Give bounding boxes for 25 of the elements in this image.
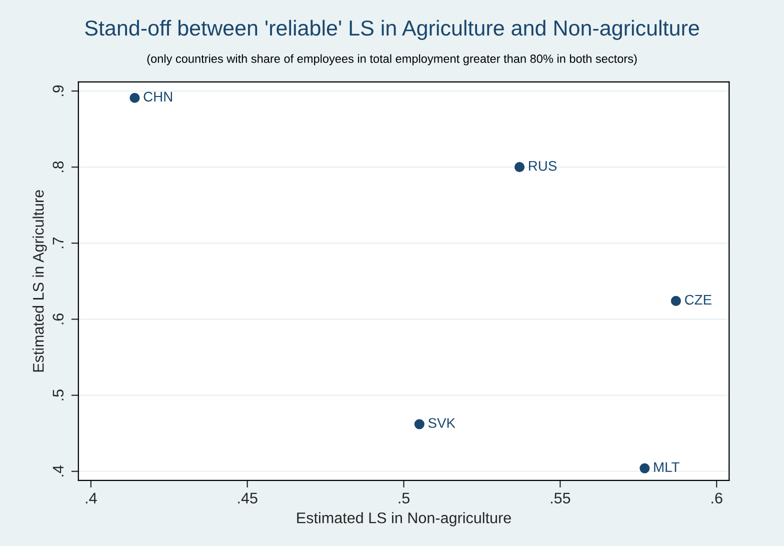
point (414, 419, 424, 430)
annotation: CHN (144, 92, 172, 102)
y-axis-title: Estimated LS in Agriculture (32, 190, 47, 372)
x-tick-label: .55 (550, 492, 570, 504)
chart-subtitle: (only countries with share of employees in total employment greater than 80% in both sectors) (147, 54, 637, 66)
y-tick-label: .9 (52, 85, 64, 96)
y-tick-label: .5 (52, 390, 64, 400)
x-tick-label: .5 (398, 492, 410, 504)
x-tick-label: .4 (86, 492, 97, 504)
annotation: SVK (428, 418, 456, 428)
y-tick-label: .4 (52, 465, 64, 476)
x-axis-title: Estimated LS in Non-agriculture (297, 512, 511, 526)
y-tick-label: .8 (52, 161, 64, 172)
annotation: CZE (684, 294, 712, 305)
annotation: RUS (528, 160, 557, 171)
x-tick-label: .45 (238, 492, 258, 504)
point (130, 92, 140, 103)
y-tick-label: .7 (52, 238, 64, 248)
point (670, 296, 681, 306)
chart-title: Stand-off between 'reliable' LS in Agriculture and Non-agriculture (85, 20, 699, 40)
y-tick-label: .6 (52, 314, 64, 324)
point (514, 162, 525, 172)
point (640, 463, 650, 474)
x-tick-label: .6 (712, 492, 722, 504)
annotation: MLT (654, 462, 680, 472)
